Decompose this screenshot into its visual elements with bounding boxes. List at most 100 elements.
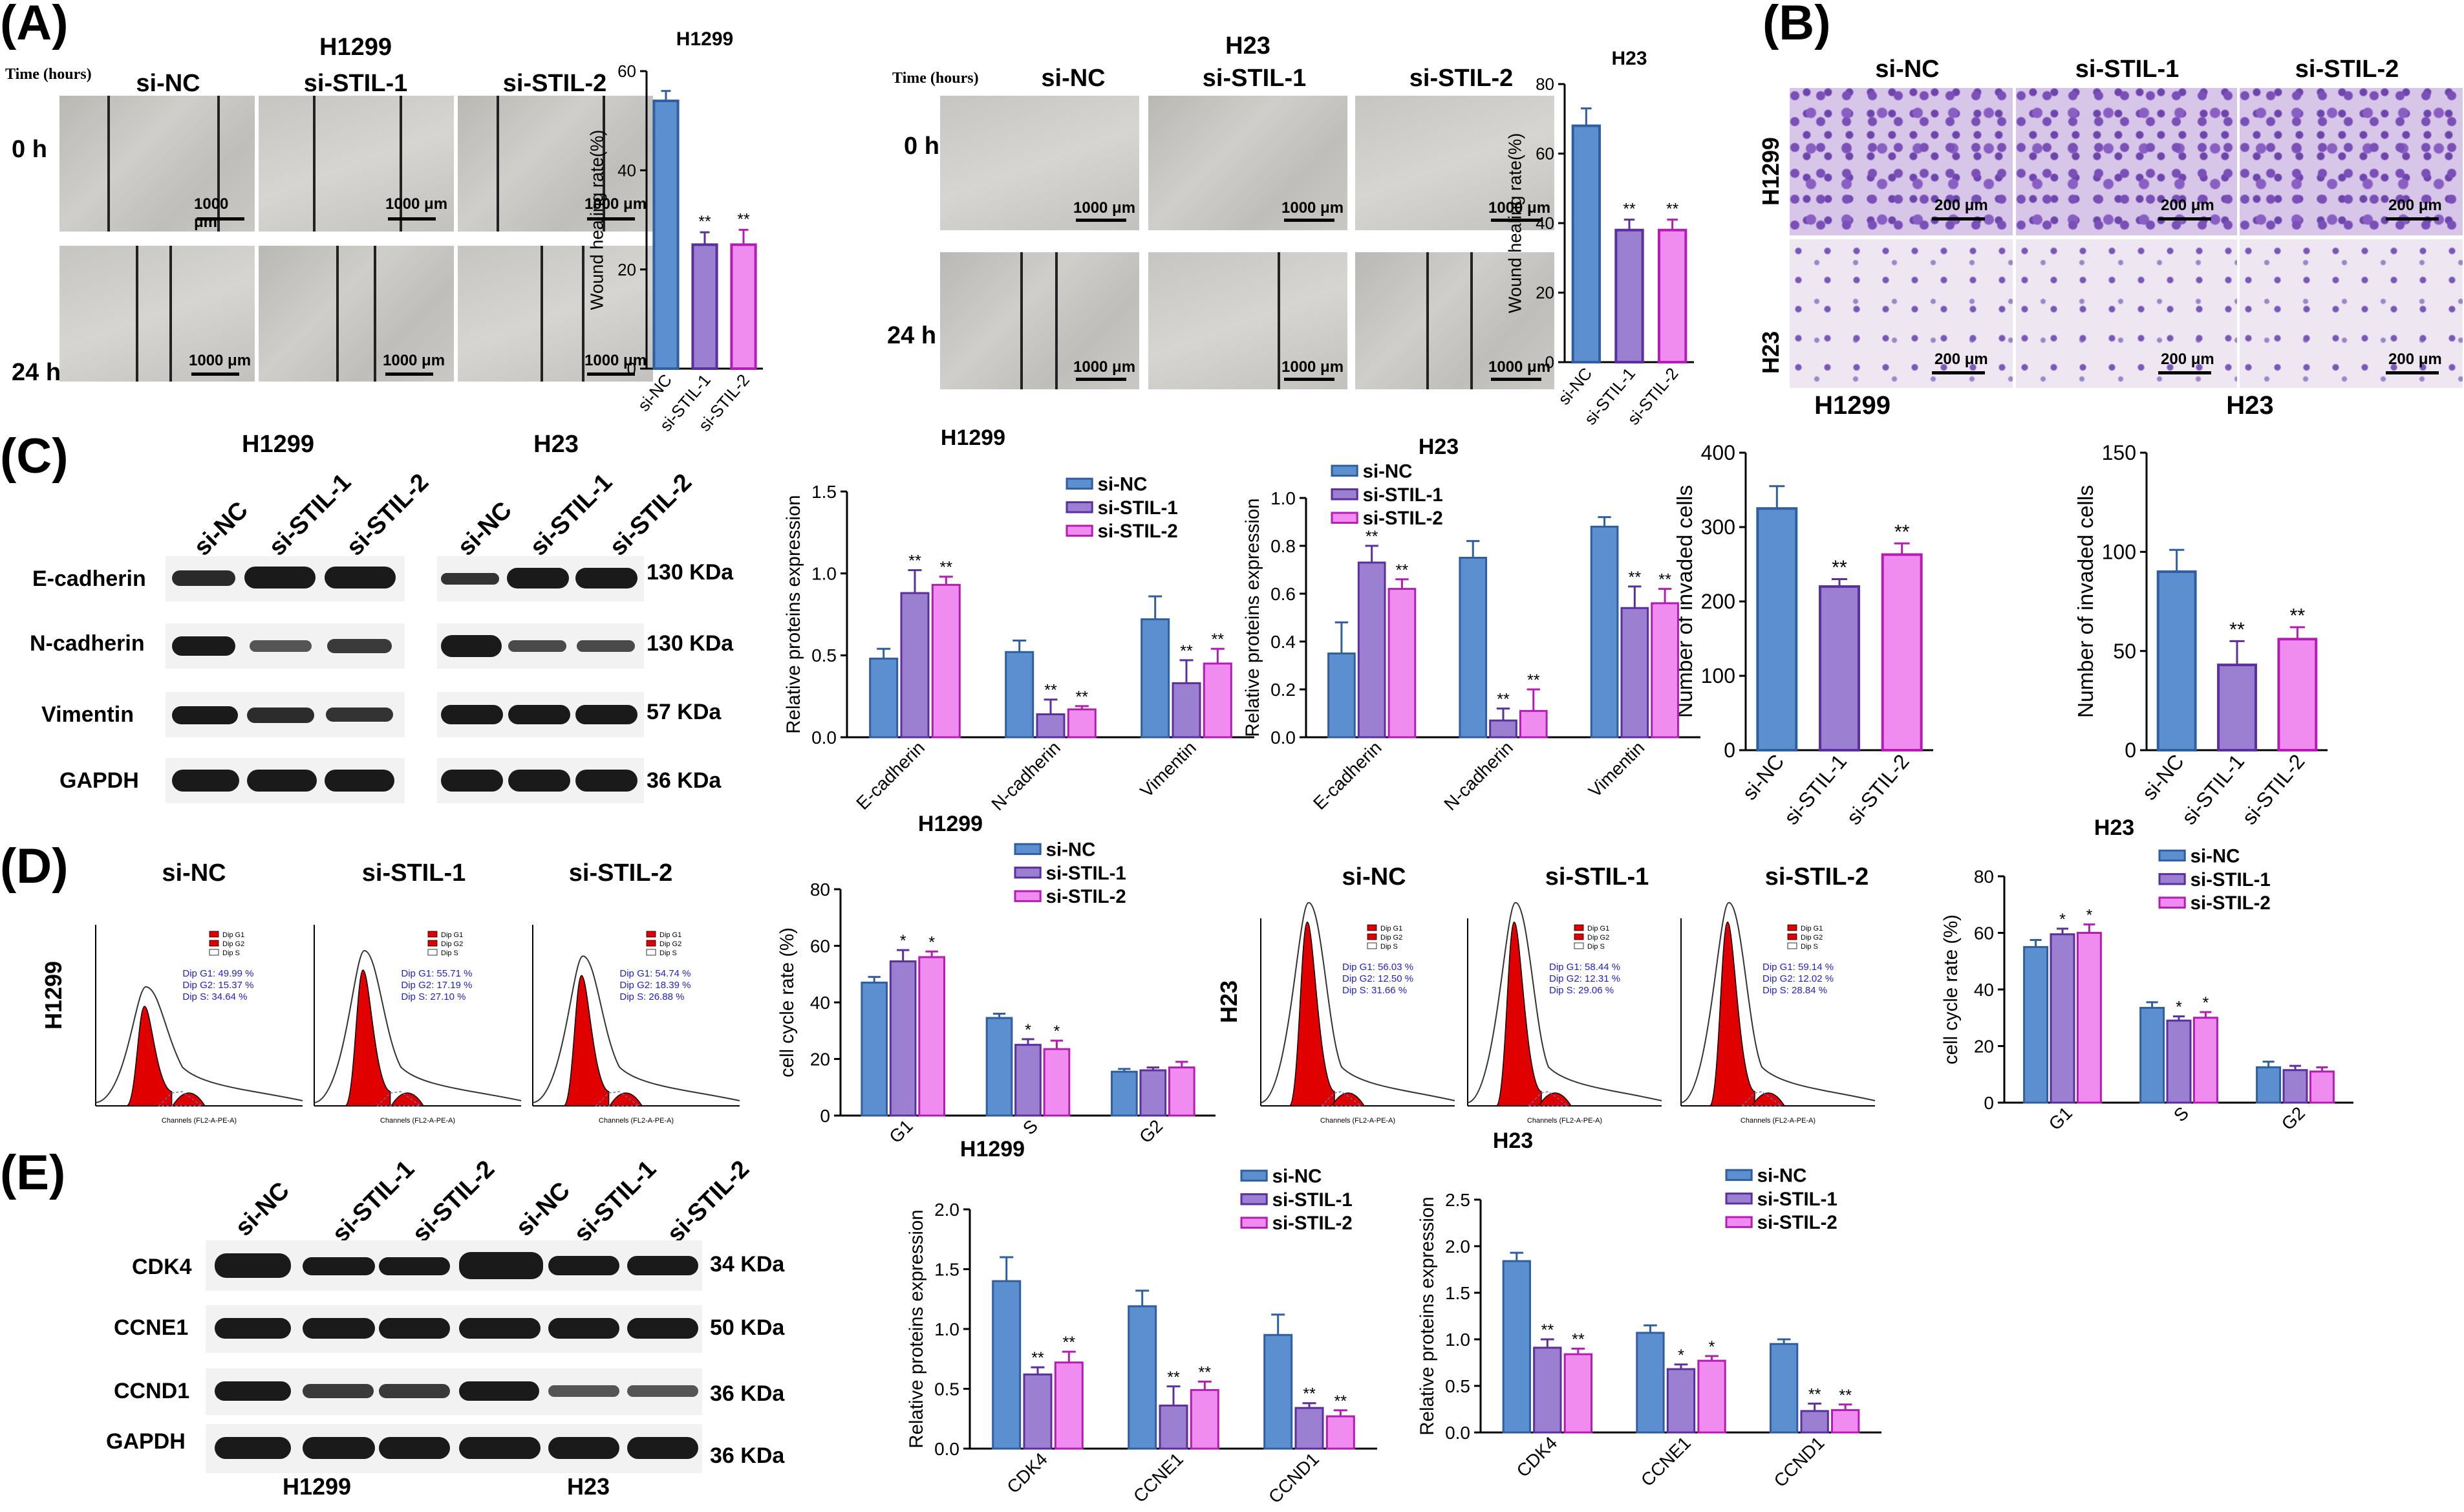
chart-group: 0.0 0.5 1.0 1.5 2.0 Relative proteins express… bbox=[906, 1137, 1377, 1507]
x-tick-label: Vimentin bbox=[1585, 737, 1649, 801]
bar bbox=[985, 1017, 1013, 1117]
legend-label: si-NC bbox=[1046, 839, 1096, 860]
significance-label: * bbox=[2086, 906, 2092, 924]
wound-image: 1000 μm bbox=[458, 246, 653, 382]
lane-label: si-STIL-2 bbox=[341, 468, 434, 561]
bar bbox=[1327, 653, 1356, 739]
bar bbox=[1054, 1361, 1084, 1450]
kda-label: 34 KDa bbox=[710, 1252, 785, 1277]
significance-label: * bbox=[1025, 1021, 1031, 1039]
legend-label: si-STIL-1 bbox=[1363, 484, 1443, 506]
y-tick-label: 1.0 bbox=[811, 563, 837, 583]
legend-label: si-STIL-2 bbox=[1272, 1213, 1353, 1234]
bar bbox=[1590, 525, 1619, 739]
protein-label: GAPDH bbox=[59, 768, 139, 793]
significance-label: ** bbox=[1832, 557, 1847, 579]
phase-stat: Dip G1: 55.71 % bbox=[401, 968, 472, 979]
y-tick-label: 1.5 bbox=[1445, 1283, 1470, 1303]
x-tick-label: S bbox=[2170, 1103, 2192, 1125]
bar bbox=[1651, 602, 1679, 739]
wound-image: 1000 μm bbox=[1355, 252, 1554, 389]
bar bbox=[1014, 1044, 1042, 1117]
group-label: si-STIL-1 bbox=[362, 859, 466, 887]
x-tick-label: CCND1 bbox=[1265, 1449, 1323, 1507]
phase-stat: Dip G2: 18.39 % bbox=[619, 980, 691, 991]
legend-label: si-NC bbox=[1098, 473, 1148, 495]
legend-swatch bbox=[1787, 933, 1797, 940]
blot-strip bbox=[166, 692, 405, 737]
significance-label: ** bbox=[698, 213, 711, 231]
legend-swatch bbox=[1240, 1193, 1268, 1205]
x-tick-label: G1 bbox=[885, 1116, 916, 1147]
x-tick-label: si-NC bbox=[1554, 364, 1596, 409]
bar bbox=[1128, 1305, 1157, 1450]
wound-image: 1000 μm bbox=[59, 246, 255, 382]
legend-label: Dip S bbox=[441, 949, 458, 957]
significance-label: ** bbox=[2290, 605, 2306, 627]
legend-swatch bbox=[646, 949, 656, 956]
bar bbox=[869, 657, 899, 739]
significance-label: * bbox=[1678, 1346, 1684, 1365]
chart-title: H1299 bbox=[941, 426, 1005, 450]
significance-label: ** bbox=[1808, 1385, 1821, 1403]
blot-strip bbox=[206, 1240, 702, 1291]
scale-bar-label: 1000 μm bbox=[189, 352, 252, 369]
phase-stat: Dip G2: 12.50 % bbox=[1342, 973, 1413, 984]
bar bbox=[2076, 932, 2102, 1104]
g1-peak bbox=[562, 975, 610, 1107]
invasion-image: 200 μm bbox=[2240, 88, 2463, 235]
scale-bar bbox=[2386, 217, 2439, 221]
x-axis-label: Channels (FL2-A-PE-A) bbox=[162, 1117, 237, 1125]
scale-bar-label: 1000 μm bbox=[1073, 199, 1136, 217]
scale-bar bbox=[2158, 217, 2211, 221]
blot-strip bbox=[437, 556, 644, 601]
g1-peak bbox=[1709, 922, 1755, 1107]
scale-bar-label: 200 μm bbox=[2161, 197, 2214, 214]
bar bbox=[1697, 1359, 1726, 1434]
bar bbox=[1263, 1334, 1293, 1450]
scale-bar bbox=[191, 373, 239, 376]
y-tick-label: 2.0 bbox=[1445, 1237, 1470, 1257]
bar bbox=[1387, 588, 1417, 739]
s-phase-area bbox=[376, 1091, 422, 1107]
scale-bar-label: 1000 μm bbox=[584, 352, 647, 369]
bar bbox=[1357, 561, 1386, 739]
scale-bar bbox=[2386, 371, 2439, 374]
x-tick-label: E-cadherin bbox=[852, 737, 928, 814]
legend-swatch bbox=[1367, 933, 1377, 940]
legend-label: si-NC bbox=[1363, 460, 1413, 482]
wound-image: 1000 μm bbox=[1355, 96, 1554, 230]
row-label: H1299 bbox=[40, 960, 67, 1030]
bar bbox=[1023, 1373, 1053, 1450]
y-tick-label: 0.6 bbox=[1270, 584, 1296, 604]
group-label: si-STIL-1 bbox=[1202, 65, 1307, 92]
x-tick-label: si-STIL-1 bbox=[656, 371, 714, 435]
scale-bar bbox=[385, 373, 433, 376]
significance-label: * bbox=[1054, 1022, 1060, 1041]
blot-strip bbox=[437, 758, 644, 803]
bar bbox=[1139, 1069, 1167, 1117]
phase-stat: Dip G1: 56.03 % bbox=[1342, 962, 1413, 973]
kda-label: 36 KDa bbox=[647, 768, 722, 793]
wound-image: 1000 μm bbox=[940, 96, 1139, 230]
significance-label: ** bbox=[1062, 1334, 1075, 1352]
legend-label: si-STIL-2 bbox=[1363, 508, 1443, 529]
bar bbox=[2282, 1069, 2308, 1104]
significance-label: ** bbox=[1044, 682, 1057, 700]
y-tick-label: 1.5 bbox=[811, 482, 837, 502]
scale-bar bbox=[1284, 219, 1334, 222]
x-axis-label: Channels (FL2-A-PE-A) bbox=[1527, 1117, 1602, 1125]
bar bbox=[691, 243, 718, 371]
legend-label: Dip G2 bbox=[1587, 934, 1609, 942]
protein-label: N-cadherin bbox=[30, 631, 145, 656]
kda-label: 130 KDa bbox=[647, 560, 734, 585]
x-tick-label: S bbox=[1019, 1116, 1042, 1138]
lane-label: si-NC bbox=[230, 1176, 295, 1242]
x-axis-label: Channels (FL2-A-PE-A) bbox=[380, 1117, 455, 1125]
y-tick-label: 1.0 bbox=[1270, 488, 1296, 508]
significance-label: ** bbox=[1366, 528, 1378, 546]
x-axis-label: Channels (FL2-A-PE-A) bbox=[1320, 1117, 1395, 1125]
significance-label: * bbox=[1709, 1338, 1715, 1356]
blot-cell-label: H1299 bbox=[282, 1473, 352, 1500]
bar bbox=[2156, 570, 2197, 751]
